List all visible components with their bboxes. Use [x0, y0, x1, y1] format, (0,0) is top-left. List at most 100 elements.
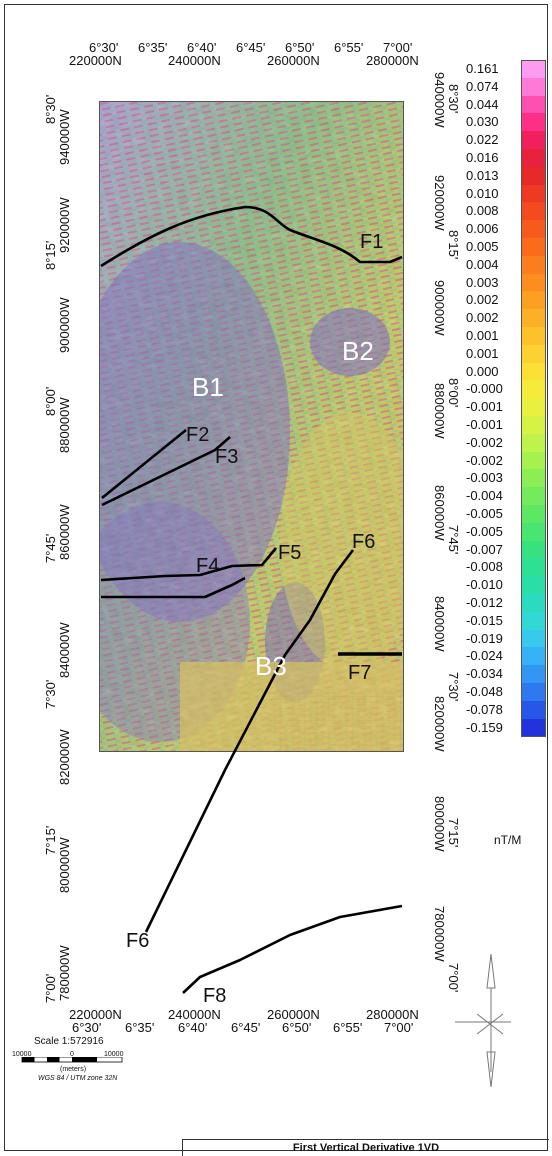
legend-swatch: [521, 273, 546, 292]
fault-line-f4: [100, 547, 278, 582]
label-f4: F4: [196, 555, 220, 577]
legend-row: -0.159: [462, 718, 546, 737]
legend-value: 0.008: [466, 203, 499, 219]
legend-swatch: [521, 220, 546, 239]
legend-value: 0.022: [466, 132, 499, 148]
legend-swatch: [521, 594, 546, 613]
legend-row: 0.002: [462, 309, 546, 328]
legend-row: 0.030: [462, 113, 546, 132]
legend-row: -0.024: [462, 647, 546, 666]
legend-swatch: [521, 629, 546, 648]
legend-swatch: [521, 344, 546, 364]
legend-row: 0.044: [462, 95, 546, 114]
legend-value: 0.002: [466, 292, 499, 308]
legend-value: 0.016: [466, 150, 499, 165]
legend-row: -0.004: [462, 487, 546, 506]
legend-swatch: [521, 540, 546, 559]
legend-swatch: [521, 416, 546, 435]
legend-swatch: [521, 647, 546, 666]
legend-swatch: [521, 309, 546, 328]
legend-row: 0.005: [462, 238, 546, 257]
label-f2: F2: [186, 424, 210, 446]
legend-swatch: [521, 718, 546, 737]
legend-swatch: [521, 255, 546, 275]
legend-value: 0.002: [466, 310, 499, 326]
legend-value: 0.013: [466, 167, 499, 183]
bottom-lon-label: 6°40': [178, 1020, 208, 1035]
legend-value: -0.002: [466, 434, 503, 450]
legend-swatch: [521, 113, 546, 132]
scale-tick-right: 10000: [104, 1051, 124, 1058]
legend-value: -0.001: [466, 417, 503, 432]
legend-swatch: [521, 558, 546, 577]
legend-row: -0.008: [462, 558, 546, 577]
legend-swatch: [521, 433, 546, 453]
legend-swatch: [521, 184, 546, 203]
legend-row: -0.048: [462, 683, 546, 702]
legend-swatch: [521, 238, 546, 257]
map-frame: [4, 4, 548, 1151]
legend-row: 0.001: [462, 344, 546, 364]
legend-row: -0.019: [462, 629, 546, 648]
legend-swatch: [521, 149, 546, 168]
label-b2: B2: [342, 336, 374, 366]
scale-tick-left: 10000: [12, 1051, 32, 1058]
derivative-map-image: [99, 101, 404, 752]
legend-value: -0.002: [466, 452, 503, 468]
legend-row: -0.005: [462, 522, 546, 542]
top-lon-label: 6°35': [138, 40, 168, 55]
label-f8: F8: [203, 985, 227, 1007]
label-f6-top: F6: [352, 531, 376, 553]
legend-swatch: [521, 327, 546, 346]
legend-row: 0.001: [462, 327, 546, 346]
legend-swatch: [521, 611, 546, 631]
legend-value: 0.005: [466, 239, 499, 254]
bottom-utm-label: 220000N: [69, 1007, 122, 1022]
legend-value: -0.010: [466, 577, 503, 593]
legend-row: -0.005: [462, 505, 546, 524]
fault-line-f6: [144, 549, 355, 933]
legend-value: 0.161: [466, 61, 499, 76]
legend-value: 0.001: [466, 328, 499, 343]
top-lon-label: 6°50': [285, 40, 315, 55]
bottom-utm-label: 280000N: [366, 1007, 419, 1022]
legend-value: -0.015: [466, 612, 503, 628]
legend-row: -0.000: [462, 380, 546, 399]
legend-row: -0.015: [462, 611, 546, 631]
map-title-box: First Vertical Derivative 1VD: [182, 1139, 549, 1156]
legend-value: -0.048: [466, 684, 503, 699]
bottom-lon-label: 6°50': [282, 1020, 312, 1035]
legend-row: -0.010: [462, 576, 546, 595]
legend-swatch: [521, 683, 546, 702]
scale-unit: (meters): [60, 1066, 87, 1073]
legend-swatch: [521, 291, 546, 310]
legend-row: -0.003: [462, 469, 546, 488]
legend-value: -0.078: [466, 701, 503, 717]
legend-row: 0.161: [462, 60, 546, 79]
legend-value: -0.024: [466, 648, 503, 664]
label-f5: F5: [278, 542, 302, 564]
legend-value: -0.159: [466, 719, 503, 735]
top-utm-label: 260000N: [267, 53, 320, 68]
legend-row: 0.003: [462, 273, 546, 292]
scale-tick-zero: 0: [70, 1051, 74, 1058]
legend-swatch: [521, 398, 546, 417]
legend-row: 0.008: [462, 202, 546, 221]
bottom-lon-label: 6°30': [72, 1020, 102, 1035]
legend-swatch: [521, 95, 546, 114]
legend-row: -0.078: [462, 700, 546, 720]
north-arrow-icon: [455, 953, 511, 1088]
legend-value: -0.008: [466, 559, 503, 575]
legend-swatch: [521, 665, 546, 684]
fault-line-f4b: [101, 576, 246, 599]
legend-value: 0.001: [466, 345, 499, 361]
bottom-lon-label: 6°35': [125, 1020, 155, 1035]
legend-swatch: [521, 60, 546, 79]
label-b1: B1: [192, 372, 224, 402]
legend-unit: nT/M: [494, 833, 522, 847]
scale-bar: [21, 1057, 123, 1063]
legend-swatch: [521, 362, 546, 381]
legend-row: -0.002: [462, 433, 546, 453]
label-f7: F7: [348, 662, 372, 684]
